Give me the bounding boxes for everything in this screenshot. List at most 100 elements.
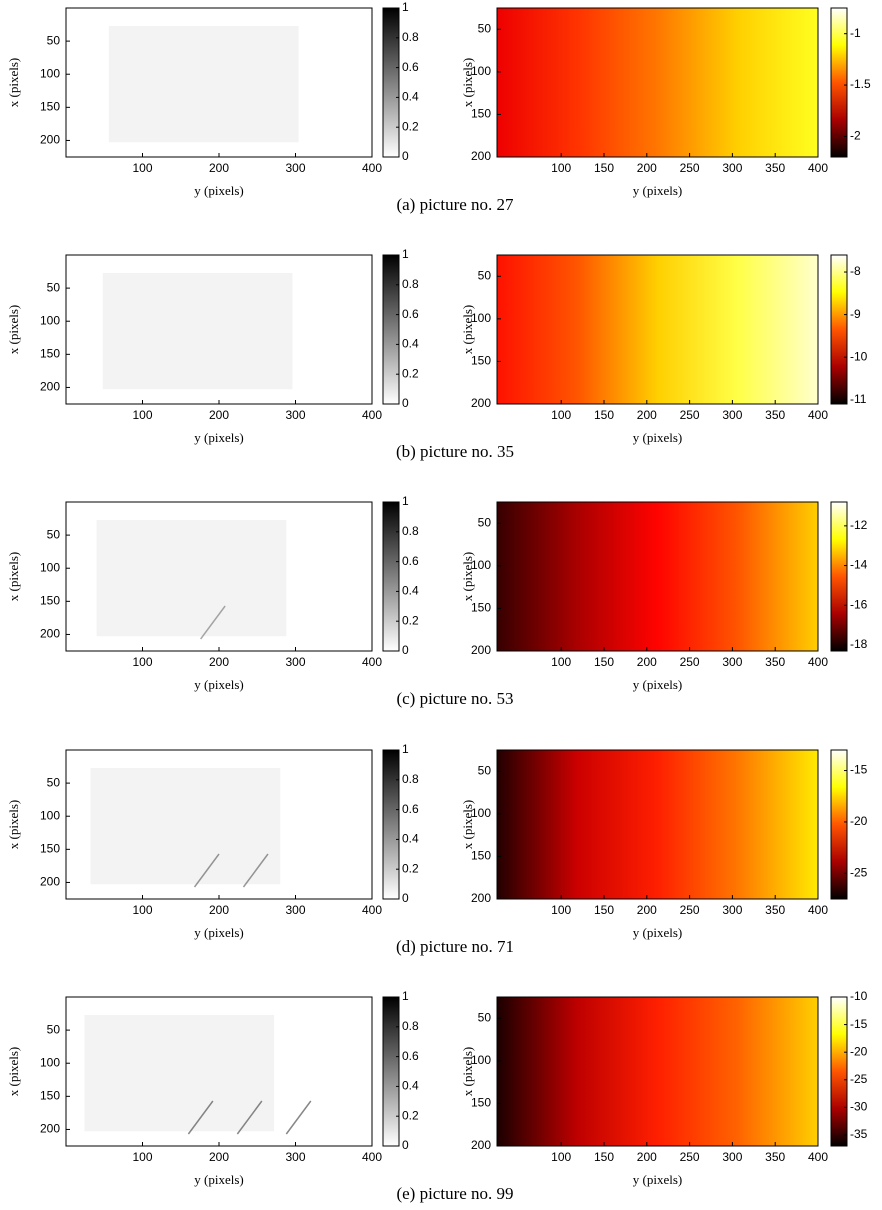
colorbar [830, 254, 848, 405]
colorbar-tick-label: 1 [402, 989, 409, 1003]
x-tick-label: 400 [808, 903, 828, 917]
y-tick-label: 200 [40, 627, 60, 641]
weight-image [96, 520, 287, 637]
y-axis-label: x (pixels) [460, 58, 475, 107]
y-tick-label: 50 [47, 280, 61, 294]
colorbar-tick-label: 0.8 [402, 277, 419, 291]
x-axis-label: y (pixels) [194, 1172, 243, 1187]
axes-frame [496, 749, 819, 900]
axes-frame [496, 254, 819, 405]
x-tick-label: 100 [132, 161, 152, 175]
colorbar-tick-label: -14 [850, 558, 868, 572]
y-axis-label: x (pixels) [6, 800, 21, 849]
y-tick-label: 200 [40, 133, 60, 147]
axes-frame [496, 7, 819, 158]
colorbar-tick-label: -12 [850, 518, 868, 532]
colorbar-tick-label: -15 [850, 763, 868, 777]
colorbar-tick-label: 0.6 [402, 60, 419, 74]
y-tick-label: 100 [40, 808, 60, 822]
x-tick-label: 150 [594, 408, 614, 422]
weight-image [102, 273, 293, 390]
x-tick-label: 400 [362, 655, 382, 669]
x-tick-label: 100 [551, 655, 571, 669]
x-tick-label: 200 [209, 1150, 229, 1164]
y-tick-label: 100 [471, 806, 491, 820]
y-tick-label: 150 [471, 601, 491, 615]
y-axis-label: x (pixels) [6, 305, 21, 354]
y-tick-label: 200 [40, 1122, 60, 1136]
colorbar-tick-label: -8 [850, 264, 861, 278]
x-axis-label: y (pixels) [633, 925, 682, 940]
x-tick-label: 100 [551, 161, 571, 175]
colorbar-tick-label: 0.2 [402, 613, 419, 627]
y-axis-label: x (pixels) [460, 800, 475, 849]
x-tick-label: 200 [209, 903, 229, 917]
y-tick-label: 50 [478, 763, 492, 777]
x-tick-label: 400 [362, 1150, 382, 1164]
x-tick-label: 300 [285, 161, 305, 175]
x-tick-label: 400 [808, 161, 828, 175]
colorbar-tick-label: -20 [850, 814, 868, 828]
colorbar-tick-label: -35 [850, 1127, 868, 1141]
x-tick-label: 200 [209, 161, 229, 175]
x-tick-label: 250 [680, 161, 700, 175]
x-tick-label: 400 [808, 1150, 828, 1164]
y-tick-label: 100 [40, 560, 60, 574]
x-tick-label: 100 [132, 1150, 152, 1164]
caption: (a) picture no. 27 [396, 195, 514, 214]
colorbar-tick-label: 0.2 [402, 1108, 419, 1122]
x-tick-label: 350 [765, 1150, 785, 1164]
y-axis-label: x (pixels) [6, 552, 21, 601]
colorbar-tick-label: -30 [850, 1100, 868, 1114]
colorbar [382, 996, 400, 1147]
y-tick-label: 100 [471, 558, 491, 572]
y-tick-label: 50 [47, 1022, 61, 1036]
x-tick-label: 400 [362, 408, 382, 422]
colorbar-tick-label: 0.8 [402, 1019, 419, 1033]
x-tick-label: 200 [637, 655, 657, 669]
colorbar-tick-label: -10 [850, 349, 868, 363]
heatmap-image [497, 255, 818, 404]
x-axis-label: y (pixels) [194, 677, 243, 692]
colorbar-tick-label: 0.2 [402, 861, 419, 875]
colorbar-tick-label: -2 [850, 129, 861, 143]
y-tick-label: 100 [471, 64, 491, 78]
colorbar-tick-label: 0 [402, 1138, 409, 1152]
x-tick-label: 200 [637, 161, 657, 175]
heatmap-image [497, 8, 818, 157]
x-tick-label: 100 [551, 1150, 571, 1164]
colorbar-tick-label: -25 [850, 1072, 868, 1086]
colorbar-tick-label: 1 [402, 742, 409, 756]
colorbar-tick-label: 0.6 [402, 802, 419, 816]
colorbar [382, 501, 400, 652]
y-tick-label: 150 [471, 354, 491, 368]
colorbar-tick-label: 0.6 [402, 1049, 419, 1063]
x-tick-label: 250 [680, 655, 700, 669]
colorbar-tick-label: 0.8 [402, 524, 419, 538]
x-tick-label: 300 [722, 903, 742, 917]
caption: (c) picture no. 53 [396, 689, 513, 708]
streak [193, 853, 220, 888]
x-axis-label: y (pixels) [194, 430, 243, 445]
colorbar [830, 501, 848, 652]
caption: (d) picture no. 71 [396, 937, 514, 956]
y-tick-label: 200 [471, 1138, 491, 1152]
x-axis-label: y (pixels) [633, 430, 682, 445]
x-tick-label: 300 [285, 408, 305, 422]
x-tick-label: 200 [209, 655, 229, 669]
colorbar-tick-label: 1 [402, 0, 409, 14]
colorbar-tick-label: 0.6 [402, 307, 419, 321]
colorbar-tick-label: 0.8 [402, 30, 419, 44]
colorbar-tick-label: 0.4 [402, 90, 419, 104]
colorbar [830, 749, 848, 900]
y-tick-label: 200 [40, 380, 60, 394]
colorbar-tick-label: -18 [850, 637, 868, 651]
x-tick-label: 350 [765, 655, 785, 669]
x-axis-label: y (pixels) [194, 183, 243, 198]
colorbar-tick-label: 1 [402, 494, 409, 508]
colorbar-tick-label: -1.5 [850, 77, 871, 91]
y-axis-label: x (pixels) [6, 1047, 21, 1096]
colorbar-tick-label: 0 [402, 891, 409, 905]
y-tick-label: 150 [40, 100, 60, 114]
colorbar [382, 254, 400, 405]
